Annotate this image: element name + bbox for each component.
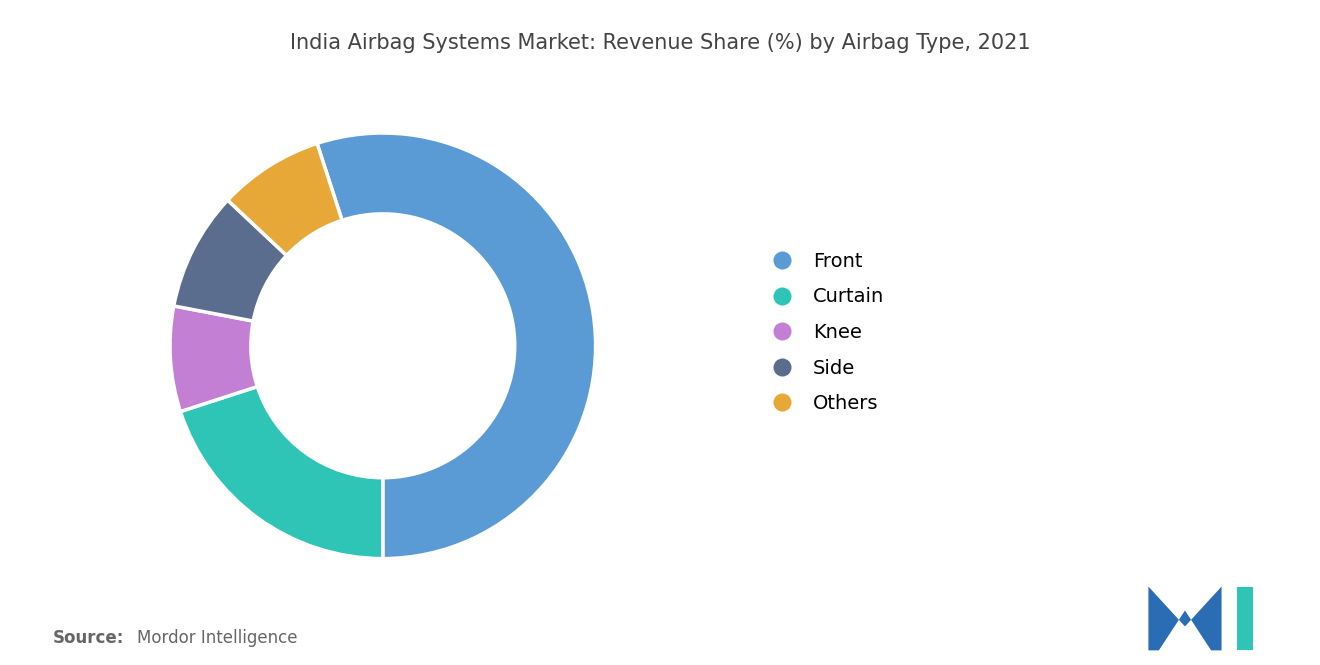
Text: Mordor Intelligence: Mordor Intelligence <box>137 629 298 648</box>
Wedge shape <box>227 144 342 255</box>
Legend: Front, Curtain, Knee, Side, Others: Front, Curtain, Knee, Side, Others <box>762 252 884 413</box>
Wedge shape <box>170 306 257 412</box>
Text: India Airbag Systems Market: Revenue Share (%) by Airbag Type, 2021: India Airbag Systems Market: Revenue Sha… <box>289 33 1031 53</box>
Wedge shape <box>317 133 595 559</box>
Wedge shape <box>174 200 286 321</box>
Text: Source:: Source: <box>53 629 124 648</box>
Wedge shape <box>181 386 383 559</box>
